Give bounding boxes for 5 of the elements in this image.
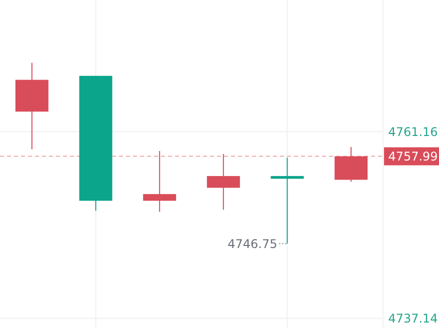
ref-line-label: 4757.99 — [388, 150, 438, 164]
y-tick-label: 4737.14 — [388, 312, 438, 326]
annotation: 4746.75 — [228, 236, 278, 251]
y-tick-label: 4761.16 — [388, 124, 438, 139]
candlestick — [143, 150, 176, 212]
